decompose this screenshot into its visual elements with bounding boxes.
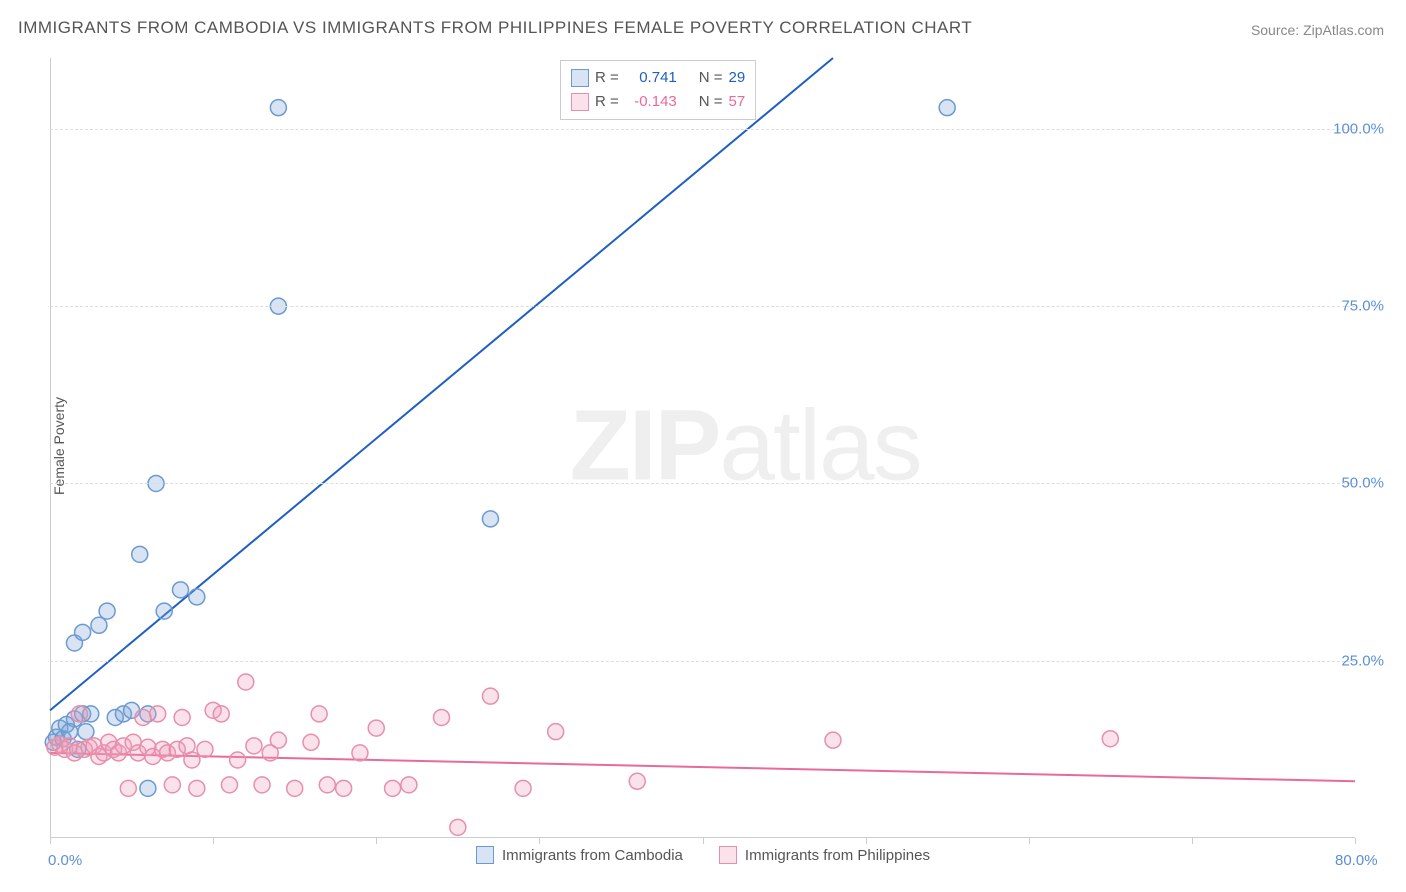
data-point — [189, 780, 205, 796]
legend-r-value: 0.741 — [625, 66, 677, 90]
data-point — [150, 706, 166, 722]
data-point — [450, 819, 466, 835]
chart-title: IMMIGRANTS FROM CAMBODIA VS IMMIGRANTS F… — [18, 18, 972, 38]
data-point — [303, 734, 319, 750]
data-point — [482, 511, 498, 527]
grid-line — [50, 483, 1355, 484]
data-point — [385, 780, 401, 796]
x-tick-mark — [376, 838, 377, 844]
x-tick-mark — [1029, 838, 1030, 844]
legend-n-value: 57 — [729, 90, 746, 114]
legend-label: Immigrants from Cambodia — [502, 847, 683, 864]
data-point — [629, 773, 645, 789]
legend-swatch — [571, 93, 589, 111]
source-attribution: Source: ZipAtlas.com — [1251, 22, 1384, 38]
legend-r-value: -0.143 — [625, 90, 677, 114]
legend-r-label: R = — [595, 66, 619, 90]
data-point — [173, 582, 189, 598]
y-tick-label: 75.0% — [1341, 298, 1384, 315]
data-point — [132, 546, 148, 562]
data-point — [368, 720, 384, 736]
data-point — [230, 752, 246, 768]
data-point — [939, 100, 955, 116]
data-point — [71, 706, 87, 722]
data-point — [352, 745, 368, 761]
legend-row: R =0.741 N =29 — [571, 66, 745, 90]
legend-swatch — [719, 846, 737, 864]
data-point — [434, 709, 450, 725]
data-point — [270, 732, 286, 748]
legend-row: R =-0.143 N =57 — [571, 90, 745, 114]
chart-svg — [50, 58, 1355, 838]
legend-n-value: 29 — [729, 66, 746, 90]
correlation-legend: R =0.741 N =29 R =-0.143 N =57 — [560, 60, 756, 120]
legend-n-label: N = — [699, 66, 723, 90]
x-tick-mark — [213, 838, 214, 844]
data-point — [287, 780, 303, 796]
x-tick-mark — [50, 838, 51, 844]
series-legend: Immigrants from Cambodia Immigrants from … — [0, 846, 1406, 868]
data-point — [238, 674, 254, 690]
x-tick-mark — [703, 838, 704, 844]
data-point — [213, 706, 229, 722]
legend-label: Immigrants from Philippines — [745, 847, 930, 864]
data-point — [140, 780, 156, 796]
data-point — [221, 777, 237, 793]
data-point — [1102, 731, 1118, 747]
legend-item: Immigrants from Philippines — [719, 846, 930, 864]
legend-n-label: N = — [699, 90, 723, 114]
data-point — [75, 624, 91, 640]
data-point — [91, 617, 107, 633]
legend-swatch — [476, 846, 494, 864]
data-point — [246, 738, 262, 754]
data-point — [164, 777, 180, 793]
y-tick-label: 25.0% — [1341, 652, 1384, 669]
data-point — [135, 709, 151, 725]
data-point — [311, 706, 327, 722]
y-tick-label: 100.0% — [1333, 120, 1384, 137]
data-point — [99, 603, 115, 619]
data-point — [78, 724, 94, 740]
legend-r-label: R = — [595, 90, 619, 114]
x-tick-label: 0.0% — [48, 852, 82, 869]
data-point — [548, 724, 564, 740]
data-point — [482, 688, 498, 704]
grid-line — [50, 306, 1355, 307]
data-point — [197, 741, 213, 757]
grid-line — [50, 129, 1355, 130]
data-point — [254, 777, 270, 793]
x-tick-label: 80.0% — [1335, 852, 1378, 869]
data-point — [825, 732, 841, 748]
data-point — [515, 780, 531, 796]
grid-line — [50, 661, 1355, 662]
data-point — [184, 752, 200, 768]
data-point — [270, 100, 286, 116]
x-tick-mark — [539, 838, 540, 844]
data-point — [319, 777, 335, 793]
y-tick-label: 50.0% — [1341, 475, 1384, 492]
data-point — [401, 777, 417, 793]
x-tick-mark — [1355, 838, 1356, 844]
legend-swatch — [571, 69, 589, 87]
data-point — [174, 709, 190, 725]
data-point — [120, 780, 136, 796]
legend-item: Immigrants from Cambodia — [476, 846, 683, 864]
data-point — [336, 780, 352, 796]
x-tick-mark — [866, 838, 867, 844]
x-tick-mark — [1192, 838, 1193, 844]
data-point — [156, 603, 172, 619]
data-point — [189, 589, 205, 605]
